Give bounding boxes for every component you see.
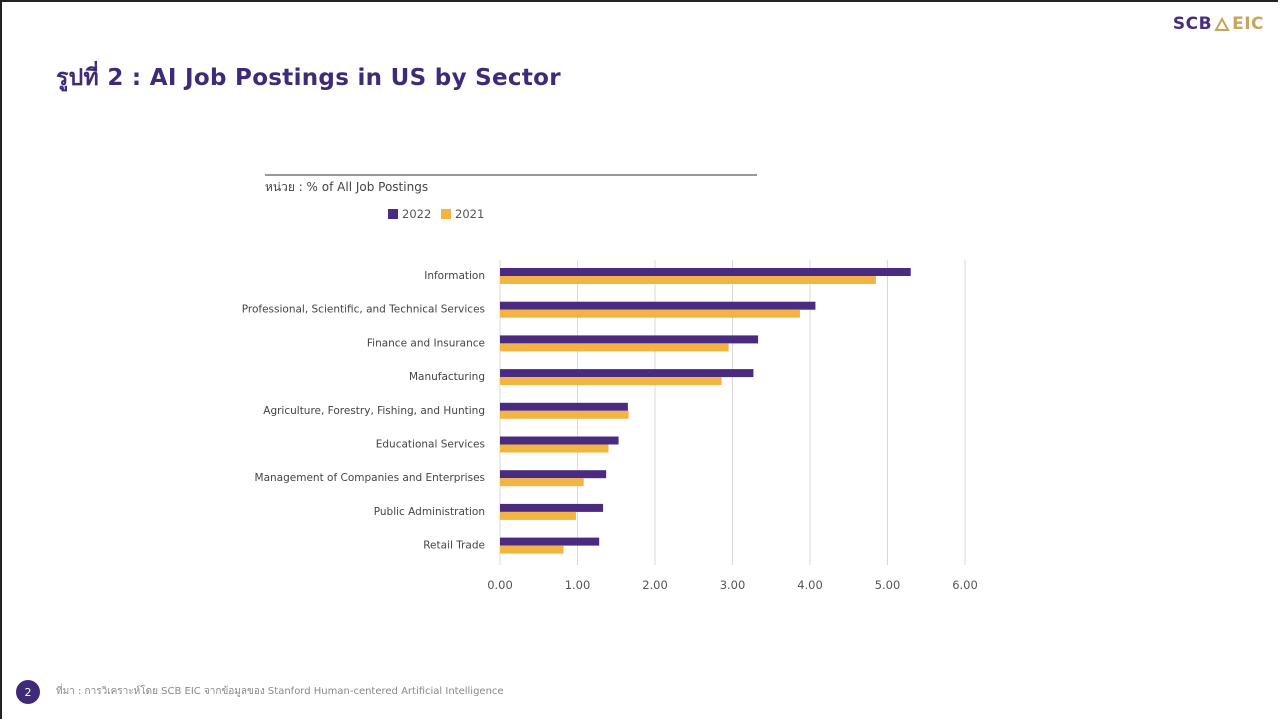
bar-chart: หน่วย : % of All Job Postings 2022 2021 0.0… [242, 174, 978, 592]
category-label: Public Administration [374, 506, 485, 518]
x-tick-label: 4.00 [797, 578, 823, 592]
bar-2021-2 [500, 343, 729, 352]
category-label: Educational Services [376, 439, 485, 451]
page-number-badge: 2 [16, 680, 40, 704]
scb-eic-logo: SCB EIC [1173, 14, 1264, 34]
bar-2022-4 [500, 402, 628, 411]
category-label: Finance and Insurance [367, 337, 485, 349]
bar-2022-1 [500, 301, 816, 310]
x-tick-label: 0.00 [487, 578, 513, 592]
legend-swatch-2022 [388, 209, 398, 219]
bar-2021-1 [500, 309, 800, 318]
source-note: ที่มา : การวิเคราะห์โดย SCB EIC จากข้อมู… [56, 686, 504, 697]
x-tick-label: 1.00 [565, 578, 591, 592]
category-label: Retail Trade [423, 540, 485, 552]
legend-label-2022: 2022 [402, 207, 431, 221]
bar-2022-3 [500, 369, 754, 378]
category-label: Agriculture, Forestry, Fishing, and Hunt… [263, 405, 485, 417]
bar-2021-7 [500, 511, 576, 520]
bar-2022-0 [500, 268, 911, 276]
x-tick-label: 5.00 [875, 578, 901, 592]
category-label: Professional, Scientific, and Technical … [242, 304, 485, 316]
bar-2021-5 [500, 444, 609, 453]
bar-2021-6 [500, 478, 584, 487]
bar-2022-2 [500, 335, 759, 344]
unit-label: หน่วย : % of All Job Postings [265, 180, 428, 194]
page-title: รูปที่ 2 : AI Job Postings in US by Sect… [56, 65, 561, 91]
logo-eic-text: EIC [1232, 14, 1264, 34]
bar-2022-7 [500, 503, 604, 512]
legend-label-2021: 2021 [455, 207, 484, 221]
bar-2022-8 [500, 537, 600, 546]
logo-scb-text: SCB [1172, 14, 1213, 34]
x-tick-label: 6.00 [952, 578, 978, 592]
legend-swatch-2021 [441, 209, 451, 219]
bar-2022-5 [500, 436, 619, 445]
logo-house-icon [1214, 16, 1230, 31]
category-label: Manufacturing [409, 371, 485, 383]
bar-2022-6 [500, 470, 607, 479]
x-tick-label: 2.00 [642, 578, 668, 592]
bar-2021-3 [500, 377, 722, 386]
bar-2021-8 [500, 545, 564, 554]
x-tick-label: 3.00 [720, 578, 746, 592]
category-label: Management of Companies and Enterprises [255, 472, 485, 484]
bar-2021-4 [500, 410, 629, 419]
category-label: Information [424, 270, 485, 282]
bar-2021-0 [500, 276, 876, 284]
